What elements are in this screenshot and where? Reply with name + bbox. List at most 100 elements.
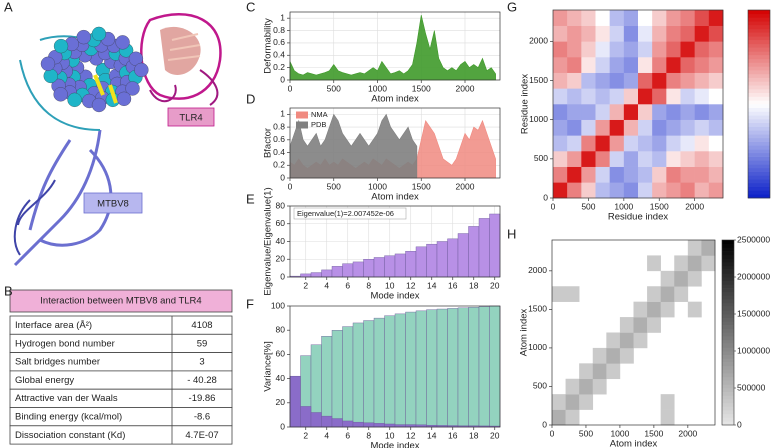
- colorbar-strip: [748, 167, 770, 172]
- bar: [468, 307, 480, 428]
- heatmap-cell: [638, 166, 653, 183]
- y-tick-label: 0: [543, 192, 548, 202]
- y-axis-label: Bfactor: [263, 128, 274, 158]
- heatmap-cell: [581, 41, 596, 58]
- colorbar-strip: [722, 280, 734, 285]
- colorbar-strip: [722, 299, 734, 304]
- y-tick-label: 0.2: [273, 62, 285, 72]
- x-tick-label: 1000: [614, 201, 633, 211]
- colorbar-strip: [748, 81, 770, 86]
- x-tick-label: 500: [581, 201, 595, 211]
- colorbar-strip: [722, 325, 734, 330]
- y-tick-label: 1: [280, 109, 285, 119]
- panel-label: F: [246, 296, 254, 311]
- heatmap-cell: [633, 332, 648, 349]
- heatmap-cell: [565, 378, 580, 395]
- heatmap-cell: [581, 72, 596, 89]
- bar: [342, 326, 354, 428]
- heatmap-cell: [595, 88, 610, 105]
- x-tick-label: 12: [406, 280, 416, 290]
- colorbar-strip: [722, 402, 734, 407]
- heatmap-cell: [680, 151, 695, 167]
- colorbar-strip: [722, 376, 734, 381]
- bar: [331, 266, 343, 278]
- heatmap-cell: [708, 104, 724, 120]
- x-tick-label: 2: [303, 280, 308, 290]
- heatmap-cell: [638, 119, 653, 136]
- heatmap-cell: [687, 255, 702, 272]
- table-cell: Attractive van der Waals: [15, 393, 118, 404]
- heatmap-cell: [567, 104, 582, 120]
- y-tick-label: 1500: [528, 304, 547, 314]
- y-tick-label: 60: [276, 218, 286, 228]
- heatmap-cell: [652, 135, 667, 152]
- y-tick-label: 1: [280, 12, 285, 22]
- heatmap-cell: [623, 10, 639, 26]
- heatmap-cell: [623, 41, 639, 58]
- heatmap-cell: [666, 119, 681, 136]
- structure-label: TLR4: [179, 113, 202, 124]
- heatmap-cell: [680, 135, 695, 152]
- colorbar-strip: [748, 51, 770, 56]
- x-tick-label: 8: [366, 430, 371, 440]
- heatmap-cell: [694, 57, 710, 73]
- colorbar-strip: [748, 36, 770, 41]
- x-tick-label: 1500: [650, 201, 669, 211]
- bar: [436, 241, 448, 278]
- colorbar-strip: [748, 152, 770, 157]
- heatmap-cell: [666, 25, 681, 42]
- y-tick-label: 60: [276, 349, 286, 359]
- bar: [300, 406, 312, 428]
- heatmap-cell: [609, 104, 625, 120]
- x-tick-label: 20: [490, 280, 500, 290]
- chart: 0 20 40 60 80 2 4 6 8 10 12 14 16 18 20 Mode index Eigen…: [263, 187, 501, 302]
- heatmap-cell: [565, 286, 580, 302]
- heatmap-cell: [680, 41, 695, 58]
- colorbar-strip: [722, 243, 734, 248]
- bar: [415, 310, 427, 428]
- heatmap-cell: [553, 41, 568, 58]
- heatmap-cell: [666, 135, 681, 152]
- heatmap-cell: [581, 57, 596, 73]
- bar: [331, 330, 343, 428]
- y-tick-label: 80: [276, 200, 286, 210]
- heatmap-cell: [680, 166, 695, 183]
- heatmap-cell: [581, 119, 596, 136]
- area: [289, 15, 496, 81]
- x-tick-label: 10: [385, 280, 395, 290]
- y-tick-label: 1000: [529, 114, 548, 124]
- heatmap-cell: [694, 72, 710, 89]
- y-tick-label: 0: [280, 421, 285, 431]
- y-axis-label: Atom index: [519, 308, 530, 356]
- colorbar-strip: [722, 314, 734, 318]
- bar: [352, 322, 364, 428]
- colorbar-strip: [748, 115, 770, 120]
- bar: [331, 418, 343, 428]
- bar: [489, 213, 501, 278]
- colorbar-strip: [722, 251, 734, 256]
- colorbar-strip: [748, 70, 770, 75]
- colorbar-strip: [748, 194, 770, 199]
- heatmap-cell: [638, 41, 653, 58]
- heatmap-cell: [609, 88, 625, 105]
- bar: [300, 273, 312, 278]
- bar: [289, 375, 301, 428]
- colorbar-strip: [722, 343, 734, 348]
- heatmap-cell: [595, 10, 610, 26]
- colorbar-strip: [722, 295, 734, 300]
- heatmap-cell: [606, 363, 621, 380]
- x-tick-label: 500: [327, 181, 341, 191]
- heatmap-cell: [579, 363, 594, 380]
- bar: [468, 226, 480, 278]
- colorbar-frame: [721, 239, 735, 426]
- heatmap-cell: [567, 119, 582, 136]
- label-box: [83, 192, 143, 214]
- heatmap-cell: [680, 25, 695, 42]
- heatmap-cell: [553, 151, 568, 167]
- x-tick-label: 16: [448, 280, 458, 290]
- bar: [384, 423, 396, 428]
- heatmap-cell: [623, 182, 639, 199]
- heatmap-cell: [595, 166, 610, 183]
- heatmap-cell: [638, 72, 653, 89]
- heatmap-cell: [606, 347, 621, 364]
